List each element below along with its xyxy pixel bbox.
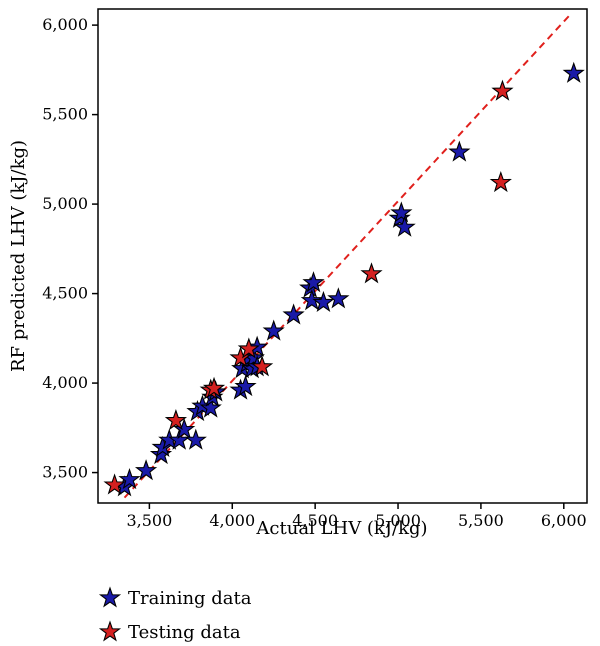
- data-point: [300, 289, 323, 311]
- y-tick-label: 5,500: [42, 105, 88, 124]
- y-axis-label: RF predicted LHV (kJ/kg): [8, 140, 29, 372]
- data-point: [149, 442, 173, 465]
- data-point: [134, 459, 158, 481]
- y-tick-label: 3,500: [42, 463, 88, 482]
- data-point: [302, 271, 325, 293]
- y-tick-label: 4,000: [42, 373, 88, 392]
- data-point: [312, 290, 335, 312]
- data-point: [118, 468, 141, 490]
- data-point: [164, 408, 188, 431]
- y-tick-label: 6,000: [42, 15, 88, 34]
- data-point: [103, 473, 126, 495]
- points-layer: [103, 61, 585, 497]
- y-tick-label: 5,000: [42, 194, 88, 213]
- series-testing-data: [103, 79, 514, 495]
- data-point: [173, 417, 196, 440]
- x-tick-label: 4,000: [209, 511, 255, 530]
- plot-frame: [97, 8, 588, 504]
- data-point: [229, 346, 252, 368]
- x-axis-ticks: 3,500 4,000 4,500 5,000 5,500 6,000: [126, 503, 587, 530]
- x-tick-label: 4,500: [292, 511, 338, 530]
- data-point: [491, 79, 514, 101]
- data-point: [184, 428, 207, 450]
- x-tick-label: 3,500: [126, 511, 172, 530]
- data-point: [360, 262, 383, 284]
- legend-marker-testing-data: [98, 620, 122, 642]
- y-axis-ticks: 3,500 4,000 4,500 5,000 5,500 6,000: [42, 15, 98, 482]
- legend-label-testing-data: Testing data: [128, 622, 241, 643]
- x-tick-label: 5,500: [458, 511, 504, 530]
- x-tick-label: 5,000: [375, 511, 421, 530]
- data-point: [234, 374, 257, 397]
- data-point: [393, 215, 416, 237]
- legend-label-training-data: Training data: [128, 588, 252, 609]
- data-point: [562, 61, 585, 83]
- data-point: [282, 303, 305, 325]
- x-axis-label: Actual LHV (kJ/kg): [255, 518, 427, 539]
- legend: Training data Testing data: [98, 586, 252, 643]
- y-tick-label: 4,500: [42, 284, 88, 303]
- x-tick-label: 6,000: [541, 511, 587, 530]
- series-training-data: [113, 61, 585, 497]
- data-point: [489, 170, 512, 193]
- data-point: [390, 201, 413, 223]
- data-point: [250, 355, 274, 377]
- data-point: [327, 287, 350, 309]
- data-point: [202, 376, 226, 398]
- data-point: [237, 337, 260, 359]
- legend-marker-training-data: [98, 586, 122, 608]
- data-point: [448, 140, 471, 162]
- data-point: [262, 319, 285, 341]
